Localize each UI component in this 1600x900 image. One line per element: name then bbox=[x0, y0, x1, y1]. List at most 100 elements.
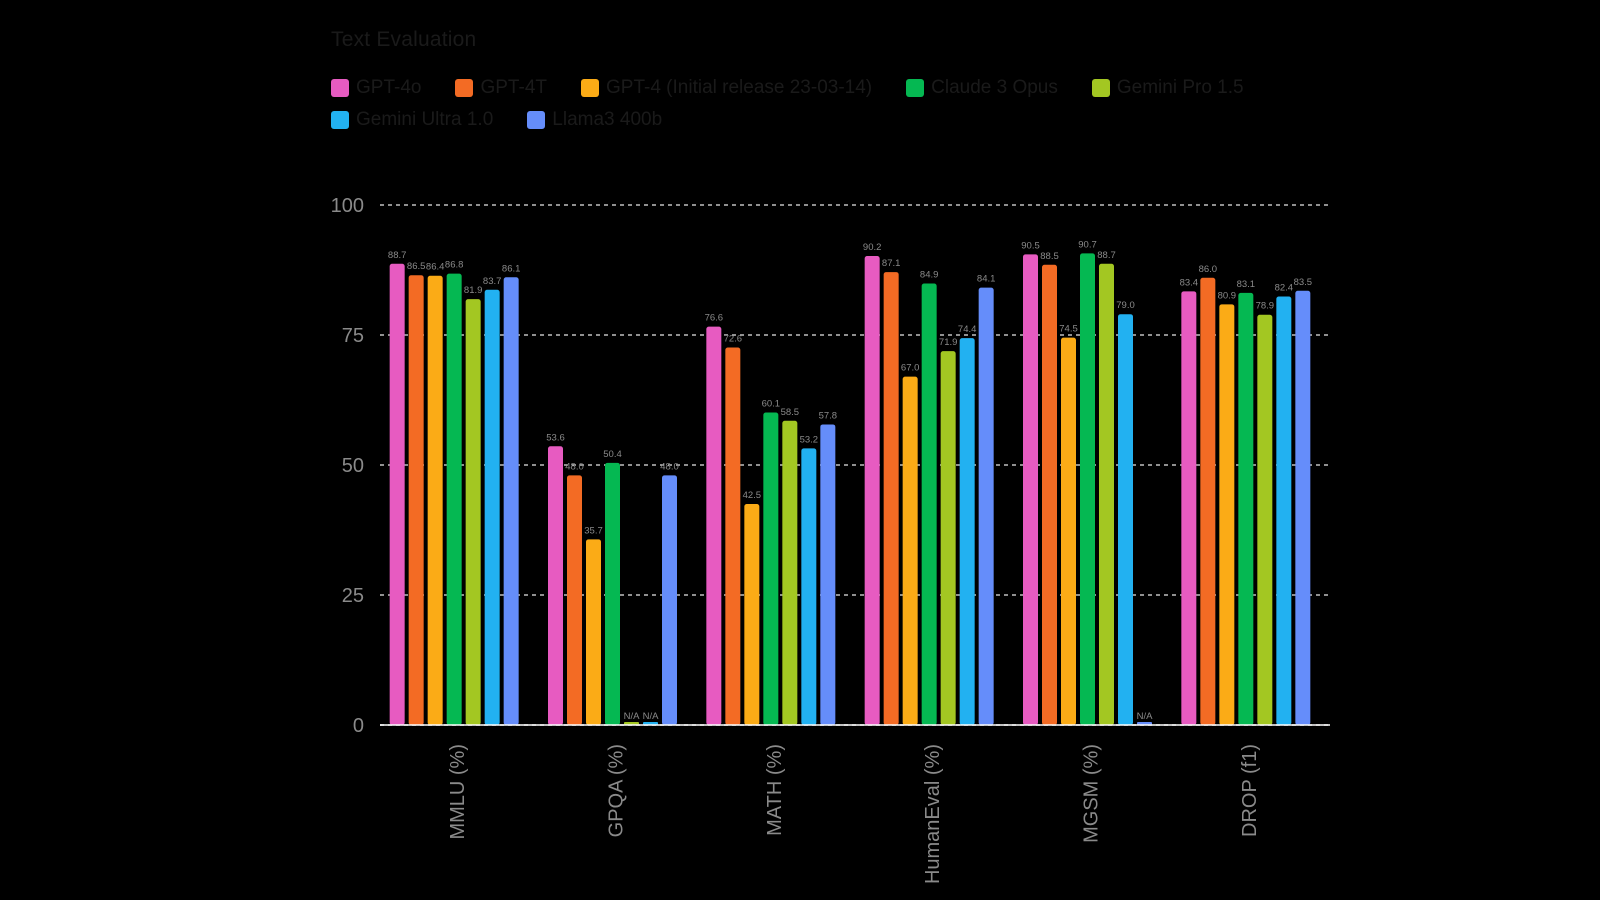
bar bbox=[978, 287, 994, 725]
legend-label: Claude 3 Opus bbox=[931, 77, 1058, 98]
data-label: 87.1 bbox=[882, 258, 901, 269]
data-label: 86.4 bbox=[426, 262, 445, 273]
bar bbox=[725, 347, 741, 725]
data-label: 60.1 bbox=[762, 398, 781, 409]
data-label: N/A bbox=[624, 711, 641, 722]
bar bbox=[503, 277, 519, 725]
bar bbox=[446, 273, 462, 725]
legend-row: GPT-4o GPT-4T GPT-4 (Initial release 23-03… bbox=[331, 72, 1331, 104]
bar bbox=[1061, 337, 1076, 725]
bar bbox=[1238, 292, 1254, 725]
legend-swatch bbox=[527, 111, 546, 129]
data-label: 74.4 bbox=[958, 324, 977, 335]
bar bbox=[662, 475, 677, 725]
x-tick-label: MATH (%) bbox=[764, 744, 786, 836]
legend-swatch bbox=[331, 111, 349, 129]
data-label: 83.5 bbox=[1294, 277, 1313, 288]
data-label: N/A bbox=[643, 711, 660, 722]
data-label: 53.2 bbox=[800, 434, 819, 445]
data-label: 84.1 bbox=[977, 274, 996, 285]
legend-item: Llama3 400b bbox=[527, 109, 662, 131]
data-label: 48.0 bbox=[660, 461, 679, 472]
legend-item: GPT-4o bbox=[331, 77, 421, 99]
bar bbox=[427, 275, 443, 725]
data-label: 86.8 bbox=[445, 260, 464, 271]
legend-swatch bbox=[331, 79, 349, 97]
bar bbox=[484, 289, 500, 725]
legend-item: Gemini Pro 1.5 bbox=[1091, 77, 1244, 99]
data-label: 83.1 bbox=[1237, 279, 1256, 290]
data-label: 50.4 bbox=[603, 449, 622, 460]
data-label: 82.4 bbox=[1275, 283, 1294, 294]
legend-row: Gemini Ultra 1.0 Llama3 400b bbox=[331, 104, 1331, 136]
y-tick-label: 100 bbox=[331, 195, 364, 217]
bar bbox=[465, 299, 481, 725]
x-tick-label: MGSM (%) bbox=[1081, 744, 1103, 843]
data-label: 83.7 bbox=[483, 276, 502, 287]
legend-item: GPT-4T bbox=[455, 77, 547, 99]
data-label: 72.6 bbox=[724, 333, 743, 344]
data-label: 90.7 bbox=[1078, 239, 1097, 250]
data-label: 76.6 bbox=[705, 313, 724, 324]
bar bbox=[744, 504, 760, 725]
bar bbox=[548, 446, 563, 725]
data-label: 71.9 bbox=[939, 337, 958, 348]
legend-item: Gemini Ultra 1.0 bbox=[331, 109, 493, 131]
bar bbox=[940, 351, 956, 725]
x-tick-label: HumanEval (%) bbox=[922, 744, 944, 884]
bar bbox=[1118, 314, 1133, 725]
x-tick-label: MMLU (%) bbox=[447, 744, 469, 840]
data-label: 74.5 bbox=[1059, 324, 1078, 335]
x-tick-label: GPQA (%) bbox=[606, 744, 628, 837]
bar bbox=[864, 255, 880, 725]
bar bbox=[959, 338, 975, 725]
bar bbox=[1099, 263, 1114, 725]
data-label: 86.0 bbox=[1199, 264, 1218, 275]
bar bbox=[782, 420, 798, 725]
bar bbox=[706, 326, 722, 725]
bar bbox=[1219, 304, 1235, 725]
bar bbox=[605, 462, 620, 725]
legend-swatch bbox=[1091, 79, 1110, 97]
legend-swatch bbox=[581, 79, 599, 97]
bar bbox=[586, 539, 601, 725]
chart-legend: GPT-4o GPT-4T GPT-4 (Initial release 23-03… bbox=[331, 72, 1331, 136]
data-label: 86.5 bbox=[407, 261, 426, 272]
data-label: 53.6 bbox=[546, 432, 565, 443]
bar bbox=[389, 263, 405, 725]
chart-title: Text Evaluation bbox=[331, 28, 477, 51]
bar bbox=[1276, 296, 1292, 725]
bar bbox=[1181, 291, 1197, 725]
data-label: 78.9 bbox=[1256, 301, 1275, 312]
data-label: 57.8 bbox=[819, 410, 838, 421]
bar bbox=[1257, 314, 1273, 725]
data-label: 35.7 bbox=[584, 525, 603, 536]
data-label: 48.0 bbox=[565, 461, 584, 472]
data-label: 90.2 bbox=[863, 242, 882, 253]
bar bbox=[801, 448, 817, 725]
data-label: 88.7 bbox=[388, 250, 407, 261]
bar bbox=[1200, 277, 1216, 725]
bar bbox=[820, 424, 836, 725]
data-label: 67.0 bbox=[901, 363, 920, 374]
data-label: 58.5 bbox=[781, 407, 800, 418]
legend-swatch bbox=[455, 79, 474, 97]
legend-label: Gemini Pro 1.5 bbox=[1116, 77, 1244, 98]
x-tick-label: DROP (f1) bbox=[1239, 744, 1261, 837]
bar bbox=[921, 283, 937, 725]
data-label: 88.7 bbox=[1097, 250, 1116, 261]
data-label: 81.9 bbox=[464, 285, 483, 296]
legend-label: GPT-4T bbox=[480, 77, 547, 98]
bar bbox=[883, 272, 899, 725]
data-label: 88.5 bbox=[1040, 251, 1059, 262]
data-label: 86.1 bbox=[502, 263, 521, 274]
bar bbox=[1295, 290, 1311, 725]
bar bbox=[1042, 264, 1057, 725]
y-tick-label: 25 bbox=[342, 585, 364, 607]
bar bbox=[408, 275, 424, 725]
data-label: 79.0 bbox=[1116, 300, 1135, 311]
legend-label: GPT-4 (Initial release 23-03-14) bbox=[606, 77, 873, 98]
legend-item: GPT-4 (Initial release 23-03-14) bbox=[581, 77, 872, 99]
